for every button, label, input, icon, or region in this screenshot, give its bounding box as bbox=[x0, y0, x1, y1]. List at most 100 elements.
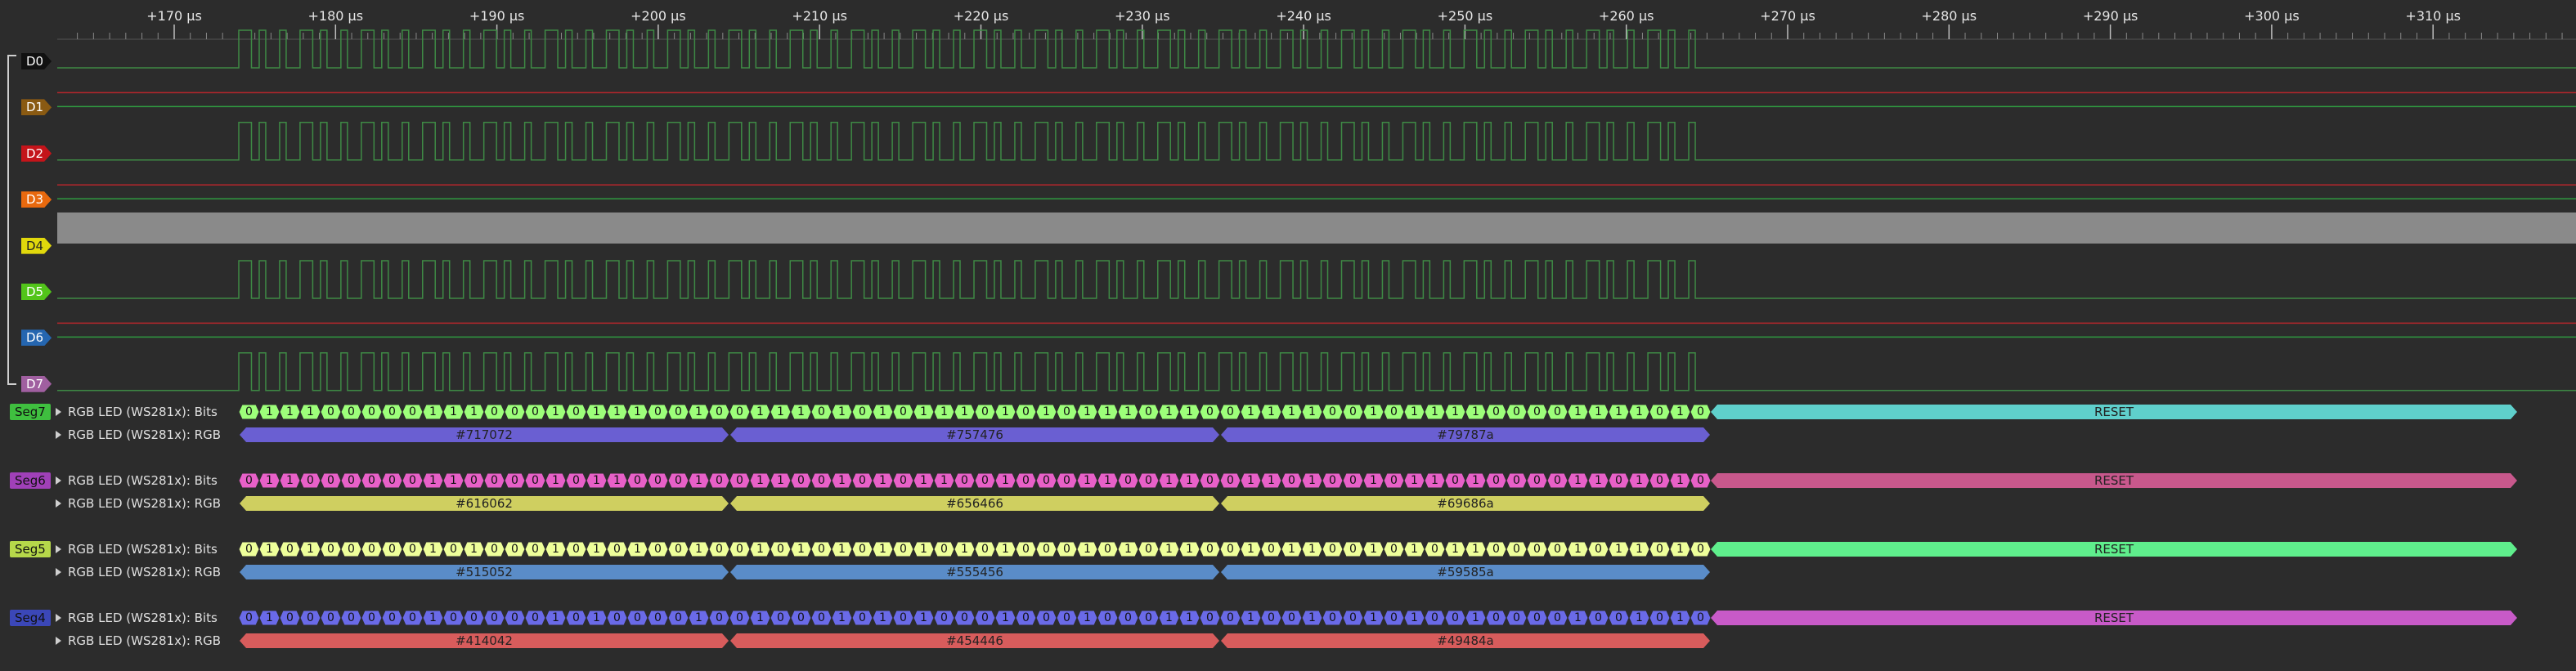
rgb-annotation[interactable] bbox=[730, 565, 1219, 579]
bit-value: 1 bbox=[1165, 543, 1173, 556]
bit-value: 0 bbox=[900, 405, 907, 418]
bit-value: 0 bbox=[1513, 474, 1520, 487]
channel-tag-d6[interactable]: D6 bbox=[21, 329, 52, 346]
expand-triangle-icon[interactable] bbox=[56, 614, 61, 622]
channel-tag-d1[interactable]: D1 bbox=[21, 99, 52, 115]
bit-value: 0 bbox=[1206, 611, 1214, 624]
bit-value: 1 bbox=[429, 405, 437, 418]
rgb-annotation[interactable] bbox=[1221, 427, 1710, 442]
channel-d2-trace[interactable] bbox=[57, 122, 2576, 161]
bit-value: 0 bbox=[1697, 474, 1704, 487]
rgb-annotation[interactable] bbox=[1221, 565, 1710, 579]
bit-value: 0 bbox=[1533, 543, 1541, 556]
bit-value: 1 bbox=[838, 611, 846, 624]
decoder-tag-seg5[interactable]: Seg5 bbox=[10, 541, 51, 557]
reset-annotation[interactable] bbox=[1711, 611, 2517, 625]
decoder-row-label[interactable]: RGB LED (WS281x): Bits bbox=[56, 404, 218, 420]
channel-tag-d2[interactable]: D2 bbox=[21, 145, 52, 162]
bit-value: 0 bbox=[940, 543, 948, 556]
decoder-row-label[interactable]: RGB LED (WS281x): RGB bbox=[56, 633, 221, 649]
decoder-row-label[interactable]: RGB LED (WS281x): Bits bbox=[56, 610, 218, 626]
expand-triangle-icon[interactable] bbox=[56, 408, 61, 416]
bit-value: 0 bbox=[1349, 611, 1357, 624]
reset-annotation[interactable] bbox=[1711, 542, 2517, 557]
expand-triangle-icon[interactable] bbox=[56, 431, 61, 439]
decoder-row-label[interactable]: RGB LED (WS281x): RGB bbox=[56, 495, 221, 512]
decoder-tag-seg6[interactable]: Seg6 bbox=[10, 472, 51, 489]
bit-value: 0 bbox=[388, 543, 396, 556]
bit-value: 0 bbox=[1288, 611, 1295, 624]
expand-triangle-icon[interactable] bbox=[56, 568, 61, 576]
rgb-annotation[interactable] bbox=[1221, 633, 1710, 648]
bit-value: 0 bbox=[307, 474, 314, 487]
bit-value: 0 bbox=[1492, 474, 1500, 487]
bit-value: 0 bbox=[716, 611, 723, 624]
expand-triangle-icon[interactable] bbox=[56, 499, 61, 508]
reset-annotation[interactable] bbox=[1711, 473, 2517, 488]
rgb-value: #49484a bbox=[1437, 633, 1494, 648]
reset-label: RESET bbox=[2094, 542, 2134, 557]
bit-value: 0 bbox=[1329, 543, 1336, 556]
bit-value: 0 bbox=[859, 405, 866, 418]
channel-d0-trace[interactable] bbox=[57, 29, 2576, 69]
decoder-row-label-text: RGB LED (WS281x): Bits bbox=[68, 542, 218, 557]
bit-value: 1 bbox=[1676, 543, 1684, 556]
bit-value: 1 bbox=[266, 611, 273, 624]
bit-value: 0 bbox=[348, 405, 355, 418]
bit-value: 0 bbox=[409, 611, 416, 624]
rgb-annotation[interactable] bbox=[240, 427, 729, 442]
channel-group-bracket bbox=[7, 55, 16, 385]
bit-value: 1 bbox=[1124, 543, 1132, 556]
expand-triangle-icon[interactable] bbox=[56, 637, 61, 645]
rgb-annotation[interactable] bbox=[240, 565, 729, 579]
rgb-annotation[interactable] bbox=[730, 427, 1219, 442]
bit-value: 1 bbox=[593, 611, 600, 624]
decoder-row-label[interactable]: RGB LED (WS281x): RGB bbox=[56, 427, 221, 443]
channel-d4-trace[interactable] bbox=[57, 212, 2576, 244]
rgb-annotation[interactable] bbox=[240, 633, 729, 648]
channel-tag-d4[interactable]: D4 bbox=[21, 238, 52, 254]
bit-value: 0 bbox=[1227, 405, 1234, 418]
bit-value: 1 bbox=[1165, 474, 1173, 487]
bit-value: 0 bbox=[1206, 474, 1214, 487]
channel-tag-d5[interactable]: D5 bbox=[21, 284, 52, 300]
channel-tag-d0[interactable]: D0 bbox=[21, 53, 52, 69]
bit-value: 0 bbox=[1288, 474, 1295, 487]
rgb-annotation[interactable] bbox=[730, 496, 1219, 511]
bit-value: 0 bbox=[940, 611, 948, 624]
rgb-annotation[interactable] bbox=[1221, 496, 1710, 511]
bit-value: 1 bbox=[756, 405, 764, 418]
bit-value: 1 bbox=[879, 405, 886, 418]
rgb-annotation[interactable] bbox=[240, 496, 729, 511]
bit-value: 0 bbox=[1533, 611, 1541, 624]
bit-value: 1 bbox=[797, 405, 805, 418]
expand-triangle-icon[interactable] bbox=[56, 476, 61, 485]
bit-value: 1 bbox=[1247, 405, 1254, 418]
channel-d5-trace[interactable] bbox=[57, 260, 2576, 299]
bit-value: 1 bbox=[797, 543, 805, 556]
channel-tag-d3[interactable]: D3 bbox=[21, 191, 52, 208]
bit-value: 0 bbox=[1697, 405, 1704, 418]
bit-value: 0 bbox=[1022, 543, 1030, 556]
bit-value: 0 bbox=[1554, 611, 1561, 624]
channel-tag-d7[interactable]: D7 bbox=[21, 376, 52, 392]
reset-annotation[interactable] bbox=[1711, 405, 2517, 419]
decoder-row-label[interactable]: RGB LED (WS281x): RGB bbox=[56, 564, 221, 580]
decoder-row-label[interactable]: RGB LED (WS281x): Bits bbox=[56, 541, 218, 557]
ruler-tick-label: +180 µs bbox=[307, 8, 364, 24]
decoder-tag-seg4[interactable]: Seg4 bbox=[10, 610, 51, 626]
reset-label: RESET bbox=[2094, 611, 2134, 625]
bit-value: 1 bbox=[940, 474, 948, 487]
channel-d7-trace[interactable] bbox=[57, 352, 2576, 391]
bit-value: 0 bbox=[532, 405, 539, 418]
decoder-row-label[interactable]: RGB LED (WS281x): Bits bbox=[56, 472, 218, 489]
decoder-tag-seg7[interactable]: Seg7 bbox=[10, 404, 51, 420]
bit-value: 0 bbox=[654, 405, 662, 418]
bit-value: 0 bbox=[654, 543, 662, 556]
expand-triangle-icon[interactable] bbox=[56, 545, 61, 553]
rgb-annotation[interactable] bbox=[730, 633, 1219, 648]
bit-value: 1 bbox=[1186, 474, 1193, 487]
bit-value: 0 bbox=[1022, 474, 1030, 487]
bit-value: 0 bbox=[1145, 405, 1152, 418]
